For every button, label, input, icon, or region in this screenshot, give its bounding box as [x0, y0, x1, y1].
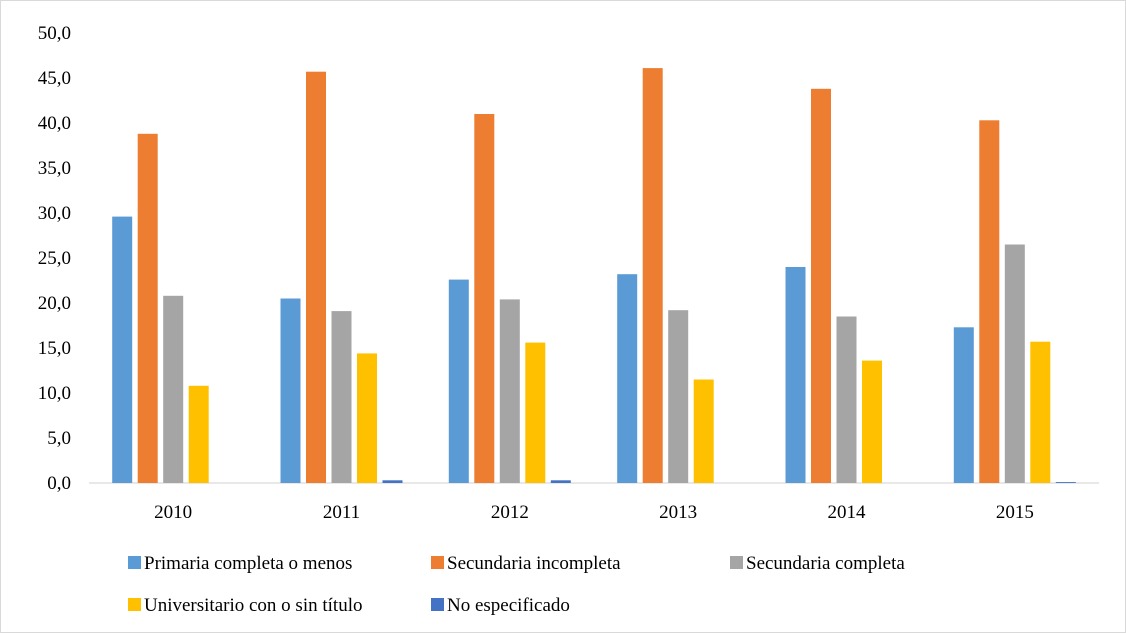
bar	[1030, 341, 1051, 483]
legend-swatch	[128, 598, 141, 611]
y-tick-label: 20,0	[38, 293, 71, 314]
y-tick-label: 50,0	[38, 23, 71, 44]
legend-swatch	[730, 556, 743, 569]
x-axis: 2010 2011 2012 2013 2014 2015	[89, 482, 1099, 523]
legend-label: Secundaria incompleta	[447, 553, 621, 574]
bar	[693, 379, 714, 483]
bar	[836, 316, 857, 483]
bar	[811, 88, 831, 484]
bars	[112, 68, 1076, 484]
bar	[1055, 482, 1076, 483]
bar	[862, 360, 882, 483]
legend-label: Primaria completa o menos	[144, 553, 352, 574]
y-axis: 0,0 5,0 10,0 15,0 20,0 25,0 30,0 35,0 40,0 45,0 50…	[38, 23, 71, 494]
bar	[979, 120, 1000, 484]
y-tick-label: 5,0	[47, 428, 71, 449]
x-tick-label: 2010	[154, 502, 192, 523]
bar	[1004, 244, 1025, 483]
y-tick-label: 25,0	[38, 248, 71, 269]
legend-swatch	[128, 556, 141, 569]
bar	[550, 480, 571, 483]
x-tick-label: 2015	[996, 502, 1034, 523]
bar	[382, 480, 403, 483]
legend-swatch	[431, 598, 444, 611]
bar	[137, 133, 158, 484]
bar	[642, 68, 663, 483]
bar	[306, 71, 326, 483]
legend-swatch	[431, 556, 444, 569]
legend-label: Secundaria completa	[746, 553, 905, 574]
y-tick-label: 40,0	[38, 113, 71, 134]
y-tick-label: 10,0	[38, 383, 71, 404]
bar	[785, 267, 806, 483]
x-tick-label: 2012	[491, 502, 529, 523]
y-tick-label: 30,0	[38, 203, 71, 224]
x-tick-label: 2013	[659, 502, 697, 523]
bar	[448, 279, 469, 483]
bar	[668, 310, 689, 483]
y-tick-label: 35,0	[38, 158, 71, 179]
bar	[112, 216, 133, 483]
y-tick-label: 0,0	[47, 473, 71, 494]
bar	[331, 311, 352, 483]
bar	[525, 342, 546, 483]
bar	[474, 114, 495, 483]
bar	[499, 299, 520, 483]
y-tick-label: 15,0	[38, 338, 71, 359]
legend-label: Universitario con o sin título	[144, 595, 362, 616]
x-tick-label: 2011	[323, 502, 360, 523]
legend: Primaria completa o menos Secundaria inco…	[128, 553, 905, 616]
y-tick-label: 45,0	[38, 68, 71, 89]
bar	[163, 295, 184, 483]
bar	[280, 298, 301, 483]
bar	[953, 327, 974, 483]
legend-label: No especificado	[447, 595, 570, 616]
bar	[617, 274, 638, 483]
bar	[188, 385, 209, 483]
x-tick-label: 2014	[828, 502, 867, 523]
bar	[357, 353, 377, 483]
